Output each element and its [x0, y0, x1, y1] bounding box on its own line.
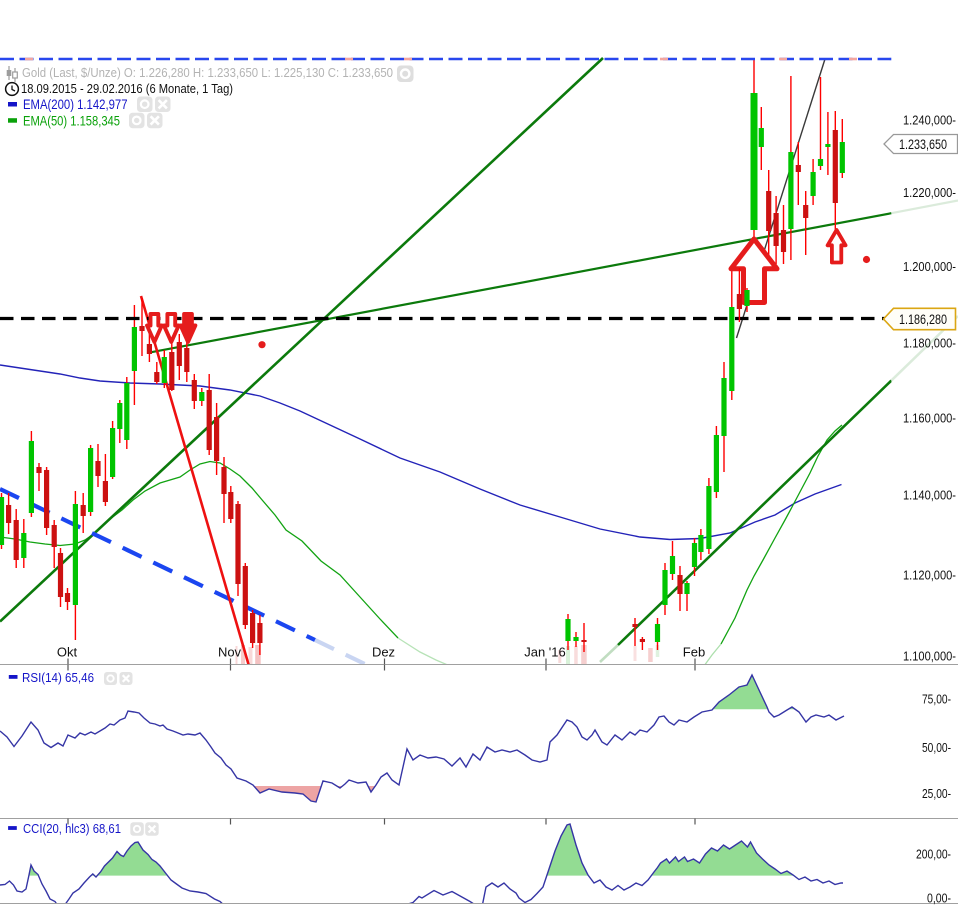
svg-text:EMA(50) 1.158,345: EMA(50) 1.158,345 [23, 113, 120, 128]
svg-text:1.140,000-: 1.140,000- [903, 488, 956, 503]
svg-text:0,00-: 0,00- [927, 891, 951, 905]
svg-text:1.160,000-: 1.160,000- [903, 411, 956, 426]
svg-text:1.120,000-: 1.120,000- [903, 568, 956, 583]
svg-text:CCI(20, hlc3) 68,61: CCI(20, hlc3) 68,61 [23, 821, 121, 836]
svg-text:1.240,000-: 1.240,000- [903, 113, 956, 128]
svg-text:EMA(200) 1.142,977: EMA(200) 1.142,977 [23, 97, 128, 112]
svg-text:18.09.2015 - 29.02.2016 (6 Mon: 18.09.2015 - 29.02.2016 (6 Monate, 1 Tag… [21, 81, 233, 96]
svg-text:1.186,280: 1.186,280 [899, 312, 947, 327]
svg-text:Nov: Nov [218, 645, 242, 660]
svg-text:Jan '16: Jan '16 [524, 645, 566, 660]
svg-text:RSI(14) 65,46: RSI(14) 65,46 [22, 670, 94, 685]
svg-text:Dez: Dez [372, 645, 395, 660]
svg-text:Okt: Okt [57, 645, 78, 660]
svg-text:200,00-: 200,00- [916, 847, 951, 862]
svg-text:1.200,000-: 1.200,000- [903, 259, 956, 274]
svg-text:25,00-: 25,00- [922, 786, 951, 801]
svg-text:50,00-: 50,00- [922, 740, 951, 755]
svg-text:1.233,650: 1.233,650 [899, 137, 947, 152]
svg-text:Gold (Last, $/Unze) O: 1.226,: Gold (Last, $/Unze) O: 1.226,280 H: 1.23… [22, 65, 393, 80]
svg-text:1.180,000-: 1.180,000- [903, 336, 956, 351]
svg-text:Feb: Feb [683, 645, 705, 660]
svg-text:75,00-: 75,00- [922, 692, 951, 707]
svg-text:1.100,000-: 1.100,000- [903, 649, 956, 664]
svg-text:1.220,000-: 1.220,000- [903, 185, 956, 200]
